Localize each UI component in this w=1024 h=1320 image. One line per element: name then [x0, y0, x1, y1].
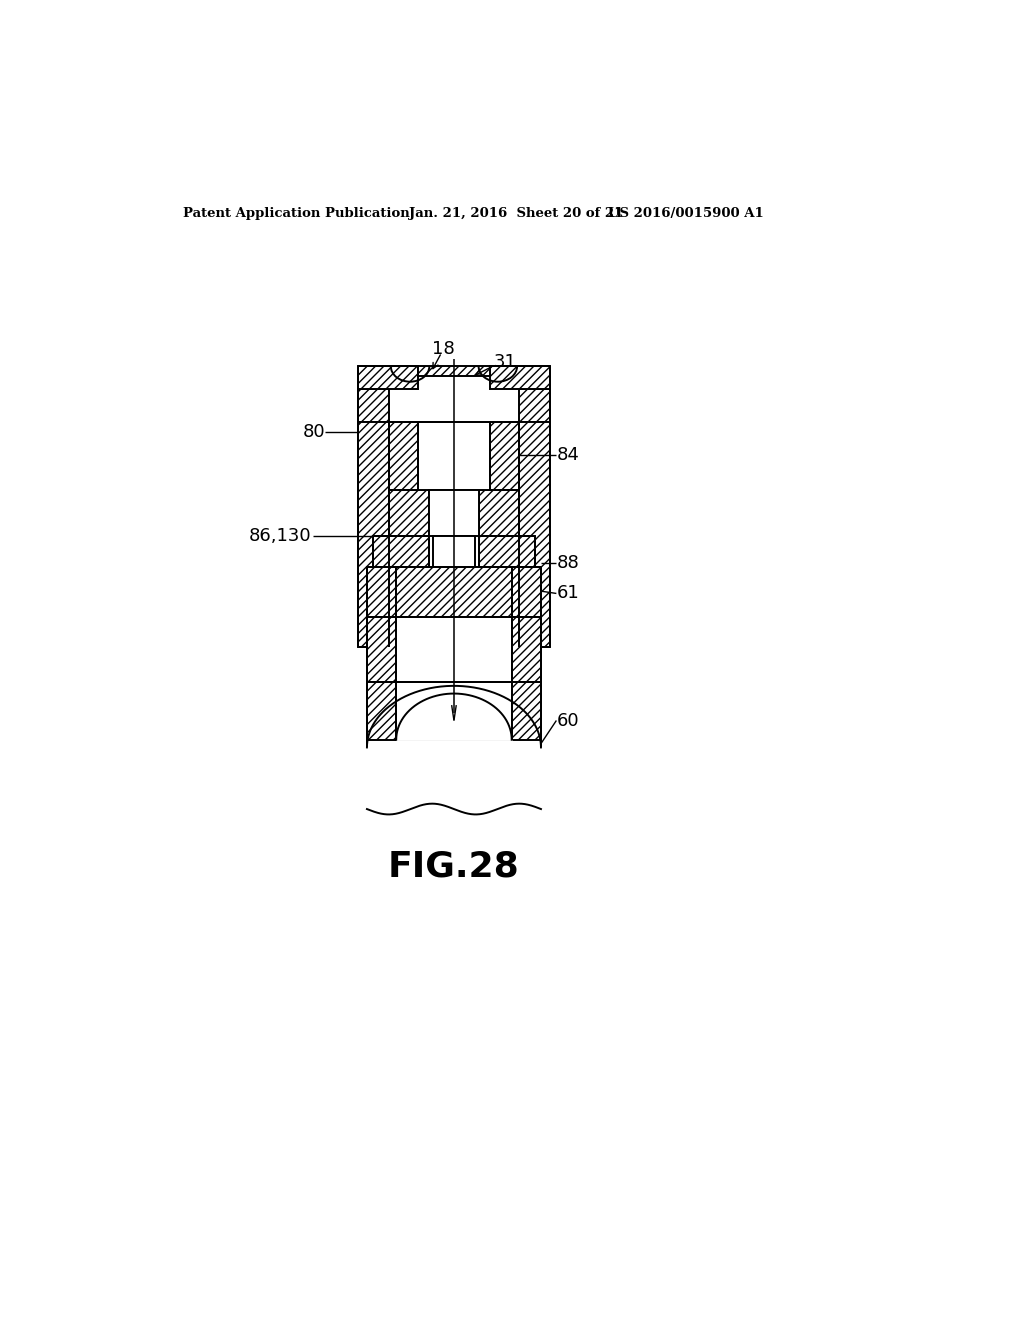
Text: 86,130: 86,130 [249, 527, 311, 545]
Text: 88: 88 [556, 553, 580, 572]
Bar [367, 682, 396, 739]
Bar [396, 616, 512, 682]
Bar [512, 566, 541, 616]
Text: 31: 31 [494, 352, 517, 371]
Bar [357, 389, 388, 422]
Text: 84: 84 [556, 446, 580, 463]
Bar [519, 422, 550, 647]
Bar [429, 490, 478, 536]
Bar [357, 367, 418, 389]
Bar [418, 422, 490, 490]
Bar [433, 536, 475, 566]
Bar [519, 389, 550, 422]
Bar [367, 566, 396, 616]
Text: Jan. 21, 2016  Sheet 20 of 21: Jan. 21, 2016 Sheet 20 of 21 [410, 207, 624, 220]
Bar [396, 566, 512, 616]
Bar [478, 490, 519, 536]
Text: 18: 18 [432, 339, 455, 358]
Bar [367, 616, 396, 682]
Text: 60: 60 [556, 711, 579, 730]
Bar [490, 367, 550, 389]
Bar [357, 422, 388, 647]
Text: FIG.28: FIG.28 [388, 850, 520, 884]
Bar [388, 422, 418, 490]
Bar [388, 490, 429, 536]
Bar [396, 682, 512, 739]
Text: 80: 80 [303, 422, 326, 441]
Bar [478, 536, 535, 566]
Text: US 2016/0015900 A1: US 2016/0015900 A1 [608, 207, 764, 220]
Bar [490, 422, 519, 490]
Bar [418, 367, 490, 376]
Text: Patent Application Publication: Patent Application Publication [183, 207, 410, 220]
Bar [512, 682, 541, 739]
Text: 61: 61 [556, 585, 580, 602]
Bar [512, 616, 541, 682]
Bar [373, 536, 429, 566]
